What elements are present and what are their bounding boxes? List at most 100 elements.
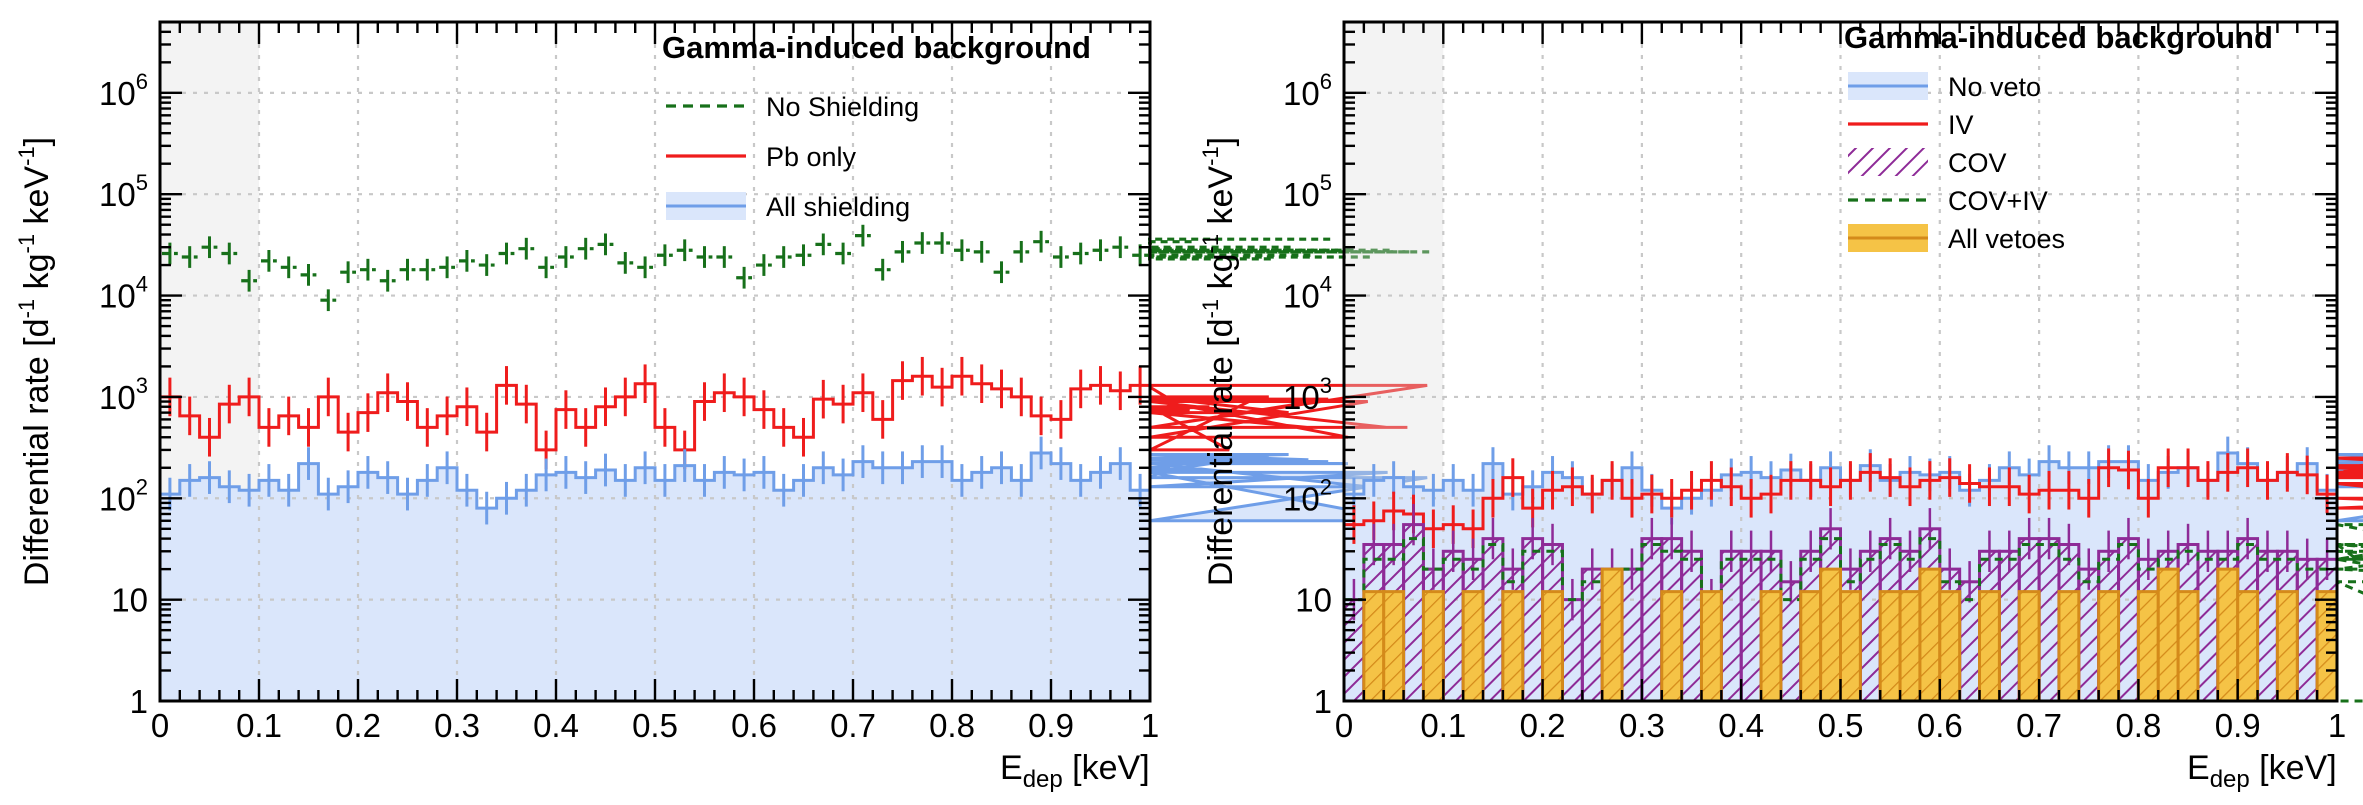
right-series-iv-line: [1344, 456, 2363, 531]
right-y-tick-label: 103: [1283, 373, 1332, 416]
right-series-cov-bar: [1481, 537, 1505, 703]
right-x-tick-label: 0.3: [1619, 707, 1665, 744]
right-series-all-vetoes-bar: [1898, 590, 1922, 703]
right-series-all-vetoes-bar: [1362, 590, 1386, 703]
right-series-all-vetoes-bar: [1878, 590, 1902, 703]
right-series-all-vetoes-bar: [1600, 567, 1624, 703]
right-legend-all-vetoes-label: All vetoes: [1948, 224, 2065, 254]
left-legend-pb-only-label: Pb only: [766, 142, 857, 172]
right-y-tick-label: 105: [1283, 170, 1332, 213]
right-x-axis-title: Edep [keV]: [2187, 749, 2337, 793]
right-series-cov-bar: [1719, 549, 1743, 703]
right-x-tick-label: 0.1: [1420, 707, 1466, 744]
left-x-tick-label: 0.4: [533, 707, 579, 744]
left-series-layer: [160, 224, 1430, 525]
right-series-cov-bar: [2117, 537, 2140, 703]
right-series-cov-bar: [2256, 549, 2279, 703]
right-y-tick-label: 102: [1283, 474, 1332, 517]
right-series-layer: [1342, 436, 2363, 703]
left-y-tick-label: 10: [111, 582, 148, 619]
right-x-tick-label: 0.8: [2115, 707, 2161, 744]
right-x-tick-label: 0.2: [1520, 707, 1566, 744]
left-series-all-shielding-line: [160, 451, 1428, 523]
left-legend: Gamma-induced background No Shielding Pb …: [662, 30, 1091, 222]
right-series-all-vetoes-bar: [2176, 590, 2200, 703]
right-y-tick-label: 1: [1314, 683, 1332, 720]
right-legend-title: Gamma-induced background: [1844, 20, 2273, 55]
right-series-cov-bar: [2037, 537, 2061, 703]
right-x-tick-label: 1: [2328, 707, 2346, 744]
right-series-cov-bar: [1680, 549, 1703, 703]
right-x-tick-label: 0.4: [1718, 707, 1764, 744]
right-series-all-vetoes-bar: [2057, 590, 2081, 703]
right-series-cov-bar: [1640, 537, 1664, 703]
right-x-tick-label: 0.7: [2016, 707, 2062, 744]
right-legend-iv-label: IV: [1948, 110, 1974, 140]
right-series-all-vetoes-bar: [1501, 590, 1525, 703]
left-x-tick-label: 0.1: [236, 707, 282, 744]
right-series-cov-bar: [2295, 557, 2319, 703]
right-legend-cov-swatch: [1848, 148, 1928, 176]
left-x-tick-label: 0.6: [731, 707, 777, 744]
left-y-tick-label: 105: [99, 170, 148, 213]
right-x-tick-label: 0.9: [2215, 707, 2261, 744]
left-chart: 0 0.1 0.2 0.3 0.4 0.5 0.6 0.7 0.8 0.9 111010210310…: [14, 20, 1430, 793]
left-legend-title: Gamma-induced background: [662, 30, 1091, 65]
right-series-all-vetoes-bar: [1461, 590, 1485, 703]
right-y-tick-label: 104: [1283, 272, 1332, 315]
left-legend-all-shielding-label: All shielding: [766, 192, 910, 222]
right-series-all-vetoes-bar: [1699, 590, 1723, 703]
left-x-tick-label: 0.2: [335, 707, 381, 744]
left-y-tick-label: 103: [99, 373, 148, 416]
right-series-all-vetoes-bar: [1660, 590, 1684, 703]
right-series-all-vetoes-bar: [2156, 567, 2180, 703]
left-series-pb-only-line: [160, 374, 1428, 452]
right-series-all-vetoes-bar: [1799, 590, 1823, 703]
right-series-all-vetoes-bar: [2136, 590, 2160, 703]
left-x-tick-label: 0: [151, 707, 169, 744]
left-axes: 0 0.1 0.2 0.3 0.4 0.5 0.6 0.7 0.8 0.9 1 1 10 102 103 10…: [99, 22, 1159, 744]
left-x-tick-label: 1: [1141, 707, 1159, 744]
left-y-axis-title: Differential rate [d-1 kg-1 keV-1]: [14, 137, 56, 586]
right-series-cov-iv-line: [1344, 523, 2363, 703]
right-series-all-vetoes-bar: [1759, 590, 1783, 703]
right-series-all-vetoes-bar: [2275, 590, 2299, 703]
right-y-tick-label: 106: [1283, 69, 1332, 112]
right-series-cov-bar: [1739, 549, 1763, 703]
right-series-all-vetoes-bar: [2097, 590, 2121, 703]
right-series-all-vetoes-bar: [2216, 567, 2240, 703]
right-series-all-vetoes-bar: [1541, 590, 1564, 703]
left-y-tick-label: 106: [99, 69, 148, 112]
right-y-axis-title: Differential rate [d-1 kg-1 keV-1]: [1198, 137, 1240, 586]
right-series-all-vetoes-bar: [1819, 567, 1843, 703]
right-series-cov-bar: [1441, 549, 1465, 703]
left-x-axis-title: Edep [keV]: [1000, 749, 1150, 793]
left-y-tick-label: 1: [130, 683, 148, 720]
right-series-no-veto-line: [1344, 451, 2363, 523]
left-x-tick-label: 0.8: [929, 707, 975, 744]
right-legend-cov-label: COV: [1948, 148, 2007, 178]
left-x-tick-label: 0.9: [1028, 707, 1074, 744]
right-grid: [1344, 22, 2337, 701]
right-series-all-vetoes-bar: [1938, 590, 1962, 703]
right-legend-cov-iv-label: COV+IV: [1948, 186, 2048, 216]
left-y-tick-label: 102: [99, 474, 148, 517]
left-series-all-shielding-fill: [160, 452, 1428, 701]
right-x-tick-label: 0.5: [1818, 707, 1864, 744]
right-legend-no-veto-label: No veto: [1948, 72, 2041, 102]
right-series-all-vetoes-bar: [1421, 590, 1445, 703]
right-series-all-vetoes-bar: [1978, 590, 2001, 703]
right-series-all-vetoes-bar: [1839, 590, 1862, 703]
left-x-tick-label: 0.3: [434, 707, 480, 744]
right-series-all-vetoes-bar: [1918, 567, 1942, 703]
right-x-tick-label: 0: [1335, 707, 1353, 744]
right-axes: 0 0.1 0.2 0.3 0.4 0.5 0.6 0.7 0.8 0.9 1 1 10 102 103 10…: [1283, 22, 2346, 744]
right-x-tick-label: 0.6: [1917, 707, 1963, 744]
right-series-all-vetoes-bar: [1382, 590, 1406, 703]
right-series-cov-bar: [1521, 537, 1545, 703]
left-legend-no-shielding-label: No Shielding: [766, 92, 919, 122]
right-series-cov-bar: [1858, 549, 1882, 703]
right-series-all-vetoes-bar: [2315, 590, 2339, 703]
right-series-cov-bar: [1997, 549, 2021, 703]
